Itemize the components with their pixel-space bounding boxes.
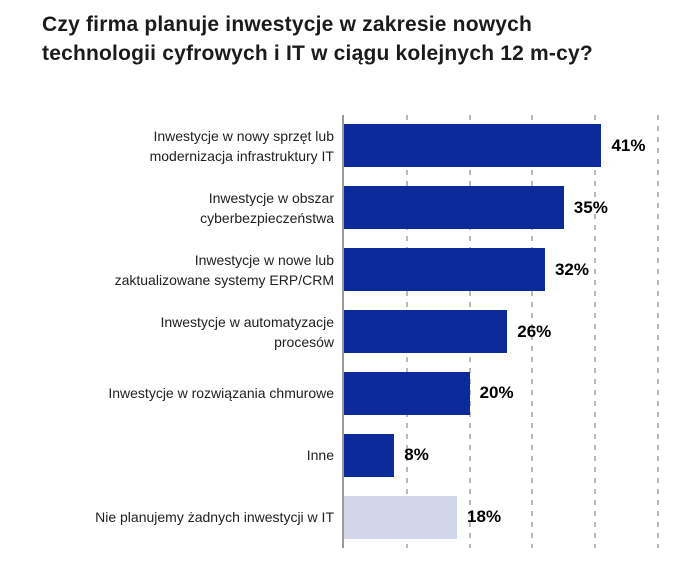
bar bbox=[344, 371, 470, 415]
chart-title: Czy firma planuje inwestycje w zakresie … bbox=[42, 13, 593, 65]
plot-area: 41% 35% 32% 26% 20% 8% 18% bbox=[342, 115, 659, 548]
category-label: Inwestycje w automatyzacje procesów bbox=[160, 313, 334, 350]
bar bbox=[344, 186, 564, 230]
gridline bbox=[657, 115, 659, 548]
bar bbox=[344, 124, 602, 168]
value-label: 20% bbox=[479, 383, 514, 403]
value-label: 32% bbox=[554, 259, 589, 279]
value-label: 26% bbox=[517, 321, 552, 341]
gridline bbox=[594, 115, 597, 548]
category-label: Inwestycje w rozwiązania chmurowe bbox=[108, 385, 334, 402]
category-labels: Inwestycje w nowy sprzęt lub modernizacja… bbox=[40, 115, 334, 548]
bar bbox=[344, 310, 508, 353]
value-label: 41% bbox=[611, 135, 646, 155]
bar bbox=[344, 433, 395, 477]
value-label: 8% bbox=[404, 445, 429, 465]
category-label: Inwestycje w obszar cyberbezpieczeństwa bbox=[200, 189, 334, 226]
value-label: 18% bbox=[467, 507, 502, 527]
category-label: Inne bbox=[306, 447, 334, 464]
category-label: Inwestycje w nowe lub zaktualizowane syst… bbox=[114, 251, 334, 288]
bar bbox=[344, 248, 545, 292]
bar bbox=[344, 495, 458, 539]
category-label: Inwestycje w nowy sprzęt lub modernizacja… bbox=[149, 127, 334, 164]
value-label: 35% bbox=[573, 197, 608, 217]
gridline bbox=[531, 115, 534, 548]
category-label: Nie planujemy żadnych inwestycji w IT bbox=[95, 509, 334, 526]
